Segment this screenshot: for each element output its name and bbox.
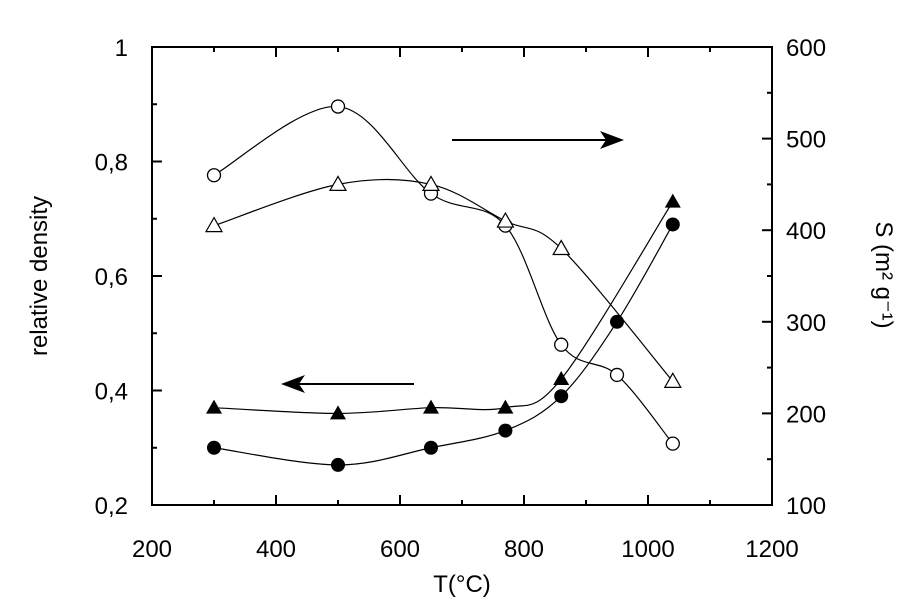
axis-ticks [151, 46, 773, 506]
data-point-filled-circle [331, 457, 345, 472]
y-axis-left-title: relative density [26, 196, 53, 356]
data-point-filled-triangle [330, 405, 346, 420]
y-right-tick-label: 400 [786, 218, 826, 245]
y-left-tick-label: 0,2 [95, 493, 128, 520]
series-line [213, 201, 674, 415]
data-point-open-triangle [496, 211, 515, 228]
data-point-filled-triangle [553, 371, 570, 386]
series-curves [213, 105, 674, 466]
y-right-tick-label: 600 [786, 35, 826, 62]
y-right-tick-label: 300 [786, 310, 826, 337]
arrow-left [281, 375, 414, 393]
x-tick-label: 1200 [745, 536, 798, 563]
data-point-open-circle [206, 168, 222, 183]
data-point-open-triangle [421, 175, 441, 191]
data-point-open-triangle [663, 372, 682, 388]
y-left-tick-label: 0,8 [95, 150, 128, 177]
data-point-filled-circle [498, 423, 513, 438]
data-point-filled-circle [610, 314, 624, 329]
y-right-tick-label: 200 [786, 401, 826, 428]
data-point-open-triangle [204, 216, 224, 233]
data-point-open-circle [609, 367, 625, 383]
y-right-tick-label: 500 [786, 127, 826, 154]
y-left-tick-label: 1 [115, 35, 128, 62]
x-tick-label: 800 [504, 536, 544, 563]
x-axis-title: T(°C) [433, 571, 491, 598]
data-point-open-circle [554, 337, 569, 352]
series-markers [204, 99, 682, 472]
data-point-filled-triangle [497, 399, 514, 414]
x-tick-label: 1000 [621, 536, 674, 563]
data-point-open-circle [665, 436, 680, 451]
data-point-open-triangle [328, 175, 348, 191]
plot-frame [151, 46, 773, 506]
x-tick-label: 200 [132, 536, 172, 563]
y-axis-right-title: S (m² g⁻¹) [870, 221, 897, 328]
x-tick-label: 400 [256, 536, 296, 563]
data-point-open-triangle [552, 239, 571, 256]
series-line [213, 224, 674, 466]
data-point-filled-triangle [664, 193, 681, 208]
series-line [213, 105, 674, 445]
data-point-filled-circle [207, 440, 221, 455]
y-left-tick-label: 0,6 [95, 264, 128, 291]
data-point-filled-circle [554, 389, 569, 404]
y-right-tick-label: 100 [786, 493, 826, 520]
data-point-filled-triangle [206, 399, 222, 414]
data-point-open-circle [330, 99, 346, 114]
data-point-filled-triangle [423, 399, 439, 414]
x-tick-label: 600 [380, 536, 420, 563]
y-left-tick-label: 0,4 [95, 379, 128, 406]
tick-labels: 200 400 600 800 1000 1200 0,2 0,4 0,6 0,8 1 100 200 3… [95, 35, 826, 563]
data-point-filled-circle [665, 217, 680, 232]
data-point-filled-circle [424, 440, 438, 455]
arrow-right [452, 131, 624, 149]
series-line [213, 178, 674, 382]
